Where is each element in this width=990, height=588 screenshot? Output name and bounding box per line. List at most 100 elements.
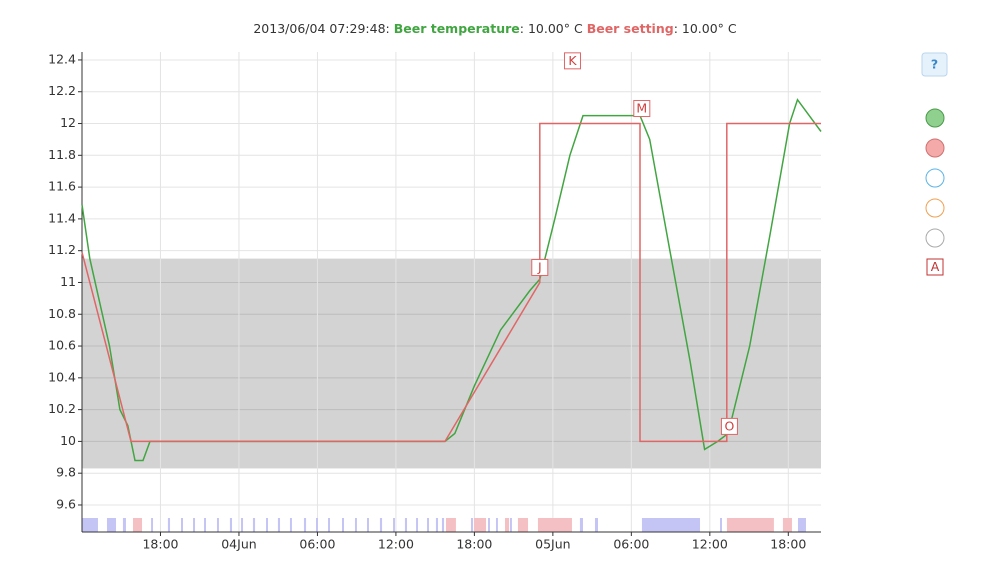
- cooling-bar: [441, 518, 445, 532]
- annotations-label: A: [931, 259, 940, 274]
- x-tick-label: 12:00: [692, 537, 728, 552]
- cooling-bar: [229, 518, 233, 532]
- heating-bar: [133, 518, 143, 532]
- y-tick-label: 10: [60, 433, 76, 448]
- cooling-bar: [495, 518, 498, 532]
- legend-label: Beer setting: [587, 21, 674, 36]
- cooling-bar: [122, 518, 126, 532]
- heating-bar: [446, 518, 456, 532]
- heating-bar: [517, 518, 529, 532]
- heating-bar: [504, 518, 510, 532]
- x-tick-label: 18:00: [770, 537, 806, 552]
- annotation-box: [531, 258, 549, 276]
- toggle-room-temp[interactable]: [925, 228, 945, 248]
- x-tick-label: 04Jun: [221, 537, 256, 552]
- toggle-fridge-temp[interactable]: [925, 168, 945, 188]
- x-tick-label: 18:00: [456, 537, 492, 552]
- legend-label: Beer temperature: [394, 21, 520, 36]
- y-tick-label: 11.6: [48, 179, 76, 194]
- series-line: [81, 98, 822, 462]
- series-line: [81, 122, 821, 443]
- y-tick-label: 12.4: [48, 51, 76, 66]
- y-tick-label: 12: [60, 115, 76, 130]
- x-tick-label: 12:00: [378, 537, 414, 552]
- separator: :: [674, 21, 678, 36]
- cooling-bar: [106, 518, 117, 532]
- annotation-label: J: [537, 259, 542, 274]
- annotation-label: M: [636, 101, 647, 116]
- heating-bar: [726, 518, 774, 532]
- cooling-bar: [193, 518, 196, 532]
- cooling-bar: [167, 518, 171, 532]
- y-tick-label: 9.8: [56, 465, 76, 480]
- cooling-bar: [797, 518, 806, 532]
- cooling-bar: [342, 518, 344, 532]
- y-tick-label: 11.4: [48, 210, 76, 225]
- cooling-bar: [427, 518, 430, 532]
- heating-bar: [782, 518, 792, 532]
- cooling-bar: [277, 518, 281, 532]
- heating-bar: [537, 518, 572, 532]
- y-tick-label: 11.8: [48, 147, 76, 162]
- legend-value: 10.00° C: [682, 21, 737, 36]
- cooling-bar: [509, 518, 512, 532]
- y-tick-label: 11.2: [48, 242, 76, 257]
- cooling-bar: [82, 518, 98, 532]
- toggle-panel: ? A: [921, 52, 948, 276]
- cooling-bar: [404, 518, 408, 532]
- cooling-bar: [241, 518, 244, 532]
- toggle-beer-temp[interactable]: [925, 108, 945, 128]
- annotation-label: K: [568, 53, 577, 68]
- cooling-bar: [266, 518, 268, 532]
- cooling-bar: [720, 518, 722, 532]
- heating-bar: [473, 518, 487, 532]
- cooling-bar: [328, 518, 330, 532]
- annotation-box: [633, 100, 651, 118]
- y-tick-label: 9.6: [56, 496, 76, 511]
- x-tick-label: 18:00: [142, 537, 178, 552]
- help-label: ?: [931, 57, 938, 72]
- cooling-bar: [367, 518, 369, 532]
- cooling-bar: [435, 518, 439, 532]
- cooling-bar: [354, 518, 357, 532]
- cooling-bar: [289, 518, 292, 532]
- cooling-bar: [487, 518, 490, 532]
- cooling-bar: [393, 518, 395, 532]
- toggle-fridge-setting[interactable]: [925, 198, 945, 218]
- timestamp: 2013/06/04 07:29:48:: [253, 21, 389, 36]
- y-tick-label: 10.8: [48, 306, 76, 321]
- annotation-label: O: [725, 418, 735, 433]
- annotation-box: [563, 52, 581, 70]
- cooling-bar: [181, 518, 183, 532]
- band: [82, 258, 821, 469]
- y-tick-label: 10.2: [48, 401, 76, 416]
- annotation-box: [720, 417, 738, 435]
- cooling-bar: [379, 518, 383, 532]
- y-tick-label: 11: [60, 274, 76, 289]
- cooling-bar: [641, 518, 701, 532]
- x-tick-label: 06:00: [299, 537, 335, 552]
- legend-value: 10.00° C: [528, 21, 583, 36]
- y-tick-label: 12.2: [48, 83, 76, 98]
- toggle-annotations[interactable]: [926, 258, 944, 276]
- x-tick-label: 06:00: [613, 537, 649, 552]
- cooling-bar: [151, 518, 154, 532]
- cooling-bar: [594, 518, 598, 532]
- cooling-bar: [252, 518, 256, 532]
- y-tick-label: 10.6: [48, 338, 76, 353]
- cooling-bar: [579, 518, 583, 532]
- chart-title: 2013/06/04 07:29:48: Beer temperature: 1…: [253, 21, 737, 36]
- cooling-bar: [470, 518, 473, 532]
- cooling-bar: [303, 518, 307, 532]
- cooling-bar: [315, 518, 318, 532]
- plot-area: 9.6 9.8 10 10.2 10.4 10.6 10.8 11 11.2 11.4 11.6 11…: [48, 51, 822, 552]
- y-tick-label: 10.4: [48, 369, 76, 384]
- cooling-bar: [216, 518, 219, 532]
- help-button[interactable]: [921, 52, 948, 77]
- cooling-bar: [204, 518, 206, 532]
- x-tick-label: 05Jun: [535, 537, 570, 552]
- toggle-beer-setting[interactable]: [925, 138, 945, 158]
- separator: :: [520, 21, 524, 36]
- cooling-bar: [416, 518, 419, 532]
